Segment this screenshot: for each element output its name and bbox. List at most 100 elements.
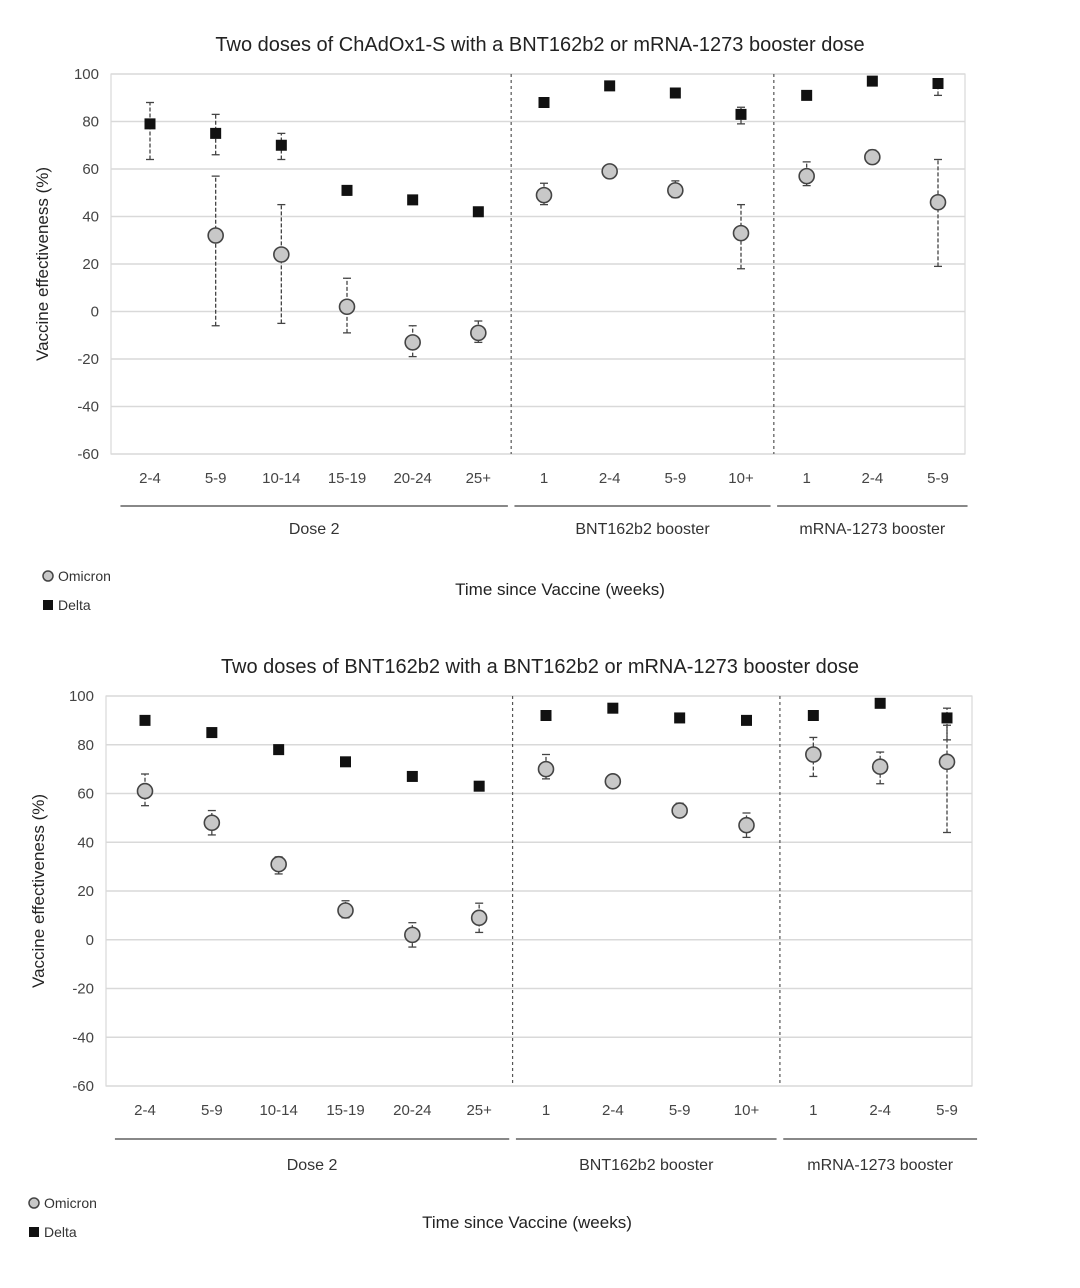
legend-delta-marker	[29, 1227, 39, 1237]
omicron-point	[535, 186, 553, 204]
delta-point	[210, 127, 222, 139]
group-label: BNT162b2 booster	[579, 1157, 714, 1174]
delta-point	[669, 87, 681, 99]
x-tick-label: 10-14	[262, 470, 300, 487]
y-tick-label: 60	[77, 786, 94, 803]
omicron-point	[470, 324, 487, 342]
x-tick-label: 15-19	[326, 1102, 364, 1119]
x-tick-label: 25+	[466, 470, 492, 487]
group-label: mRNA-1273 booster	[799, 521, 946, 538]
chart-panel-bnt162b2: Two doses of BNT162b2 with a BNT162b2 or…	[0, 640, 1080, 1288]
omicron-point	[604, 773, 622, 790]
y-tick-label: -40	[77, 399, 99, 416]
x-tick-label: 2-4	[602, 1102, 624, 1119]
x-tick-label: 2-4	[869, 1102, 891, 1119]
y-tick-label: 60	[82, 161, 99, 178]
x-tick-label: 25+	[466, 1102, 492, 1119]
omicron-point	[732, 224, 750, 242]
delta-point	[932, 78, 944, 89]
x-tick-label: 5-9	[669, 1102, 691, 1119]
y-tick-label: 100	[69, 688, 94, 705]
x-tick-label: 10+	[728, 470, 754, 487]
y-tick-label: -60	[77, 446, 99, 463]
delta-point	[273, 744, 285, 756]
delta-point	[604, 80, 616, 92]
x-tick-label: 1	[542, 1102, 550, 1119]
x-tick-label: 2-4	[134, 1102, 156, 1119]
y-tick-label: -20	[72, 981, 94, 998]
group-label: mRNA-1273 booster	[807, 1157, 954, 1174]
omicron-point	[667, 182, 684, 199]
omicron-point	[798, 167, 815, 185]
delta-point	[866, 75, 878, 87]
omicron-point	[601, 163, 618, 180]
x-tick-label: 1	[540, 470, 548, 487]
x-tick-label: 5-9	[927, 470, 949, 487]
y-tick-label: 80	[82, 114, 99, 131]
x-tick-label: 10-14	[259, 1102, 297, 1119]
delta-point	[139, 714, 151, 726]
y-tick-label: 40	[82, 209, 99, 226]
x-tick-label: 15-19	[328, 470, 366, 487]
delta-point	[473, 780, 485, 792]
legend-delta-label: Delta	[44, 1224, 77, 1240]
x-tick-label: 5-9	[936, 1102, 958, 1119]
omicron-point	[929, 193, 947, 211]
delta-point	[540, 710, 552, 721]
delta-point	[275, 139, 287, 151]
y-tick-label: 0	[86, 932, 94, 949]
omicron-point	[203, 814, 221, 832]
x-tick-label: 5-9	[205, 470, 227, 487]
chart-title: Two doses of ChAdOx1-S with a BNT162b2 o…	[215, 34, 864, 56]
y-tick-label: -60	[72, 1078, 94, 1095]
x-axis-title: Time since Vaccine (weeks)	[455, 580, 665, 599]
legend-omicron-marker	[28, 1197, 40, 1209]
y-tick-label: 80	[77, 737, 94, 754]
x-axis-title: Time since Vaccine (weeks)	[422, 1213, 632, 1232]
x-tick-label: 20-24	[393, 470, 431, 487]
delta-point	[674, 712, 686, 724]
delta-point	[472, 206, 484, 218]
omicron-point	[671, 802, 688, 819]
x-tick-label: 5-9	[201, 1102, 223, 1119]
delta-point	[735, 108, 747, 120]
delta-point	[341, 184, 353, 196]
omicron-point	[470, 909, 488, 927]
y-tick-label: 20	[82, 256, 99, 273]
group-label: BNT162b2 booster	[575, 521, 710, 538]
delta-point	[874, 697, 886, 709]
omicron-point	[136, 782, 154, 800]
legend-omicron-marker	[42, 570, 54, 582]
delta-point	[206, 727, 218, 739]
y-tick-label: -20	[77, 351, 99, 368]
x-tick-label: 2-4	[861, 470, 883, 487]
x-tick-label: 1	[809, 1102, 817, 1119]
x-tick-label: 5-9	[664, 470, 686, 487]
omicron-point	[207, 227, 224, 244]
omicron-point	[938, 753, 956, 771]
vaccine-effectiveness-chart-chadox1: Two doses of ChAdOx1-S with a BNT162b2 o…	[33, 34, 968, 613]
delta-point	[941, 712, 953, 724]
legend-delta-label: Delta	[58, 597, 91, 613]
delta-point	[538, 97, 550, 108]
chart-panel-chadox1: Two doses of ChAdOx1-S with a BNT162b2 o…	[0, 0, 1080, 620]
y-tick-label: 100	[74, 66, 99, 83]
delta-point	[741, 714, 752, 726]
y-tick-label: 20	[77, 883, 94, 900]
omicron-point	[805, 746, 822, 763]
delta-point	[340, 756, 351, 768]
vaccine-effectiveness-chart-bnt162b2: Two doses of BNT162b2 with a BNT162b2 or…	[28, 656, 978, 1240]
omicron-point	[273, 246, 290, 263]
delta-point	[807, 710, 819, 721]
x-tick-label: 10+	[734, 1102, 760, 1119]
y-axis-title: Vaccine effectiveness (%)	[33, 167, 52, 361]
y-axis-title: Vaccine effectiveness (%)	[29, 794, 48, 988]
omicron-point	[338, 298, 356, 316]
y-tick-label: 0	[91, 304, 99, 321]
delta-point	[407, 194, 419, 206]
omicron-point	[864, 148, 881, 166]
delta-point	[144, 118, 156, 130]
omicron-point	[337, 902, 354, 919]
x-tick-label: 20-24	[393, 1102, 431, 1119]
omicron-point	[871, 758, 889, 775]
